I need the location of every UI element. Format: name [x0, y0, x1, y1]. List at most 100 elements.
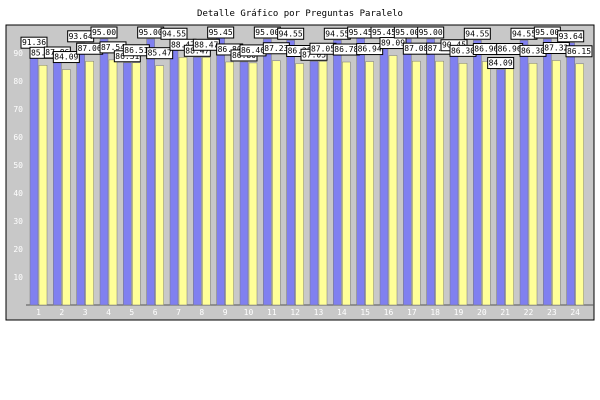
bar-series-2: [295, 63, 304, 306]
data-label: 94.55: [512, 29, 536, 38]
bar-series-2: [132, 62, 141, 306]
data-label: 88.47: [171, 40, 195, 49]
bar-series-1: [379, 37, 389, 306]
data-label: 95.00: [255, 28, 279, 37]
data-label: 94.55: [465, 29, 489, 38]
x-tick-label: 7: [176, 308, 181, 317]
data-label: 85.47: [148, 49, 172, 58]
x-tick-label: 8: [199, 308, 204, 317]
bar-series-1: [309, 61, 319, 306]
data-label-box: [356, 43, 384, 56]
y-tick-label: 80: [13, 77, 23, 86]
y-tick-label: 30: [13, 217, 23, 226]
bar-series-1: [519, 40, 529, 306]
bar-series-2: [528, 63, 538, 306]
bar-series-2: [505, 61, 514, 306]
data-label: 86.94: [358, 45, 382, 54]
bar-series-2: [155, 65, 164, 306]
bar-series-2: [412, 60, 421, 306]
bar-series-2: [388, 55, 398, 306]
data-label: 93.64: [559, 32, 583, 41]
x-tick-label: 24: [570, 308, 580, 317]
data-label-box: [277, 27, 305, 40]
x-tick-label: 3: [83, 308, 88, 317]
data-label: 95.45: [372, 28, 396, 37]
y-tick-label: 10: [13, 273, 23, 282]
data-label: 86.96: [498, 45, 522, 54]
data-label: 86.30: [521, 46, 545, 55]
data-label-box: [207, 26, 235, 39]
data-label: 85.61: [31, 48, 55, 57]
x-tick-label: 12: [290, 308, 300, 317]
y-tick-label: 70: [13, 105, 23, 114]
y-tick-label: 20: [13, 245, 23, 254]
bar-series-2: [108, 59, 118, 306]
data-label: 87.32: [544, 44, 568, 53]
data-label-box: [557, 30, 585, 43]
x-tick-label: 17: [407, 308, 417, 317]
x-tick-label: 22: [524, 308, 534, 317]
bar-series-1: [426, 38, 435, 306]
bar-series-1: [169, 40, 179, 306]
bar-series-1: [566, 42, 575, 306]
x-tick-label: 20: [477, 308, 487, 317]
data-label: 86.30: [451, 46, 475, 55]
bar-series-1: [29, 48, 39, 306]
data-label: 87.06: [78, 44, 102, 53]
data-label: 87.05: [311, 44, 335, 53]
bar-series-2: [178, 57, 188, 306]
bar-series-1: [286, 40, 295, 306]
x-tick-label: 13: [314, 308, 324, 317]
bar-series-2: [272, 60, 281, 306]
data-label-box: [417, 26, 445, 39]
x-tick-label: 23: [547, 308, 557, 317]
x-tick-label: 2: [59, 308, 64, 317]
data-label: 89.09: [381, 39, 405, 48]
y-tick-label: 40: [13, 189, 23, 198]
data-label: 94.55: [162, 29, 186, 38]
data-label-box: [90, 26, 118, 39]
data-label-box: [146, 47, 174, 60]
x-tick-label: 15: [360, 308, 370, 317]
bar-series-2: [458, 63, 468, 306]
bar-series-1: [449, 51, 459, 306]
bar-series-2: [575, 63, 584, 306]
x-tick-label: 16: [384, 308, 394, 317]
x-tick-label: 18: [430, 308, 440, 317]
x-tick-label: 9: [223, 308, 228, 317]
bar-series-2: [365, 61, 374, 306]
bar-series-1: [123, 62, 132, 306]
data-label: 95.00: [535, 28, 559, 37]
data-label: 86.80: [218, 45, 242, 54]
data-label: 86.15: [567, 47, 591, 56]
x-tick-label: 5: [129, 308, 134, 317]
data-label: 93.64: [69, 32, 93, 41]
bar-series-1: [496, 69, 505, 306]
data-label-box: [463, 27, 491, 40]
bar-series-2: [85, 60, 94, 306]
data-label: 86.46: [241, 46, 265, 55]
bar-series-2: [62, 69, 71, 306]
data-label-box: [52, 51, 80, 64]
data-label: 95.00: [419, 28, 443, 37]
bar-series-2: [38, 65, 48, 306]
bar-series-1: [76, 42, 85, 306]
bar-series-1: [263, 38, 272, 306]
bar-series-1: [356, 37, 365, 306]
x-tick-label: 10: [244, 308, 254, 317]
bar-series-2: [202, 57, 211, 306]
bar-series-1: [216, 37, 225, 306]
data-label: 87.54: [101, 43, 125, 52]
chart-title: Detalle Gráfico por Preguntas Paralelo: [197, 9, 403, 19]
x-tick-label: 19: [454, 308, 464, 317]
data-label: 87.08: [428, 44, 452, 53]
bar-series-2: [482, 61, 491, 306]
bar-series-2: [342, 61, 351, 306]
bar-series-1: [239, 61, 249, 306]
bar-series-2: [318, 61, 328, 306]
data-label: 87.23: [264, 44, 288, 53]
bar-series-1: [543, 38, 552, 306]
bar-series-2: [248, 62, 258, 306]
x-tick-label: 4: [106, 308, 111, 317]
bar-series-1: [333, 40, 342, 306]
